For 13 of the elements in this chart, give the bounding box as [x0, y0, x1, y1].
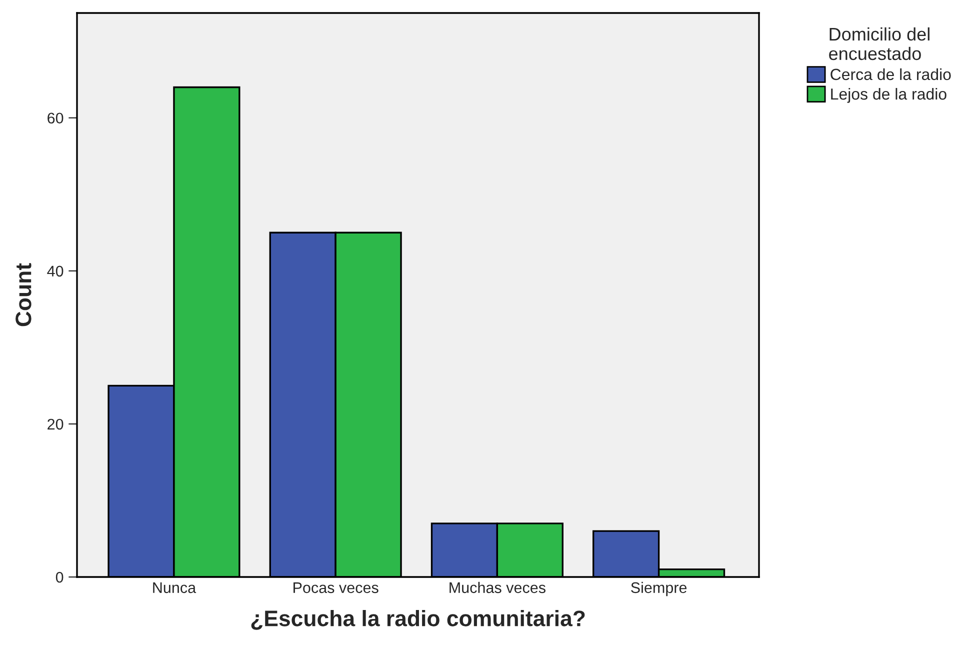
y-tick-label: 40: [47, 266, 64, 277]
legend-label: Lejos de la radio: [831, 88, 946, 103]
y-tick-label: 20: [48, 418, 64, 430]
x-tick-label: Pocas veces: [294, 582, 378, 594]
y-tick-label: 0: [56, 572, 64, 583]
legend-label: Cerca de la radio: [830, 68, 951, 80]
x-tick-label: Nunca: [153, 582, 196, 594]
y-axis-title: Count: [16, 263, 32, 326]
x-axis-title: ¿Escucha la radio comunitaria?: [251, 610, 585, 630]
y-tick-label: 60: [48, 112, 64, 124]
x-tick-label: Siempre: [631, 582, 687, 596]
x-tick-label: Muchas veces: [450, 582, 546, 594]
legend-title: Domicilio del encuestado: [829, 27, 930, 60]
